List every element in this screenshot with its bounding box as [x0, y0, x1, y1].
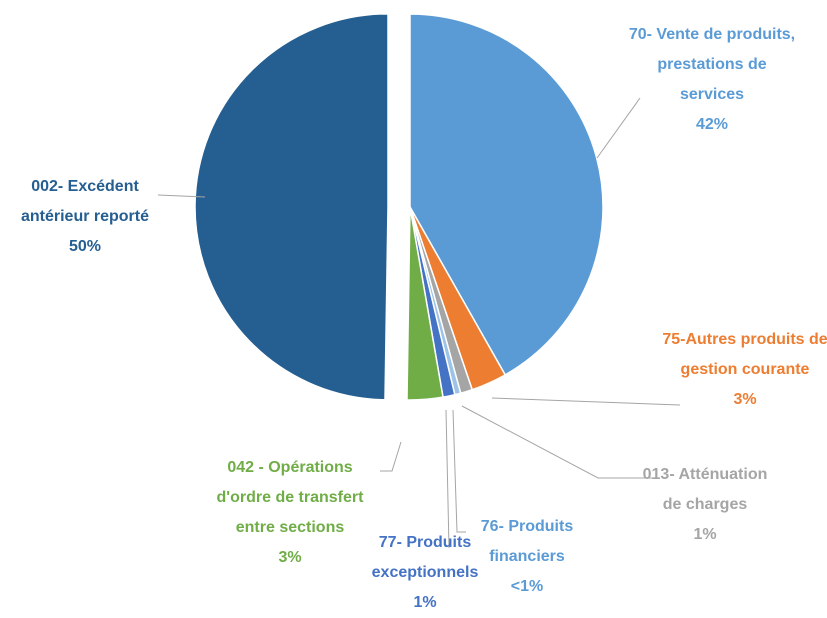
category-name: 013- Atténuation de charges [635, 460, 775, 520]
pie-slice [195, 14, 388, 400]
slice-label: 70- Vente de produits, prestations de se… [627, 20, 797, 140]
value-label: 3% [658, 385, 827, 415]
value-label: 1% [353, 588, 498, 618]
value-label: 50% [5, 232, 165, 262]
slice-label: 042 - Opérations d'ordre de transfert en… [208, 453, 373, 573]
category-name: 002- Excédent antérieur reporté [5, 172, 165, 232]
leader-line [380, 442, 401, 471]
leader-line [462, 406, 655, 478]
category-name: 042 - Opérations d'ordre de transfert en… [208, 453, 373, 543]
category-name: 70- Vente de produits, prestations de se… [627, 20, 797, 110]
category-name: 75-Autres produits de gestion courante [658, 325, 827, 385]
value-label: 3% [208, 543, 373, 573]
value-label: 42% [627, 110, 797, 140]
value-label: 1% [635, 520, 775, 550]
leader-line [492, 398, 680, 405]
category-name: 77- Produits exceptionnels [353, 528, 498, 588]
